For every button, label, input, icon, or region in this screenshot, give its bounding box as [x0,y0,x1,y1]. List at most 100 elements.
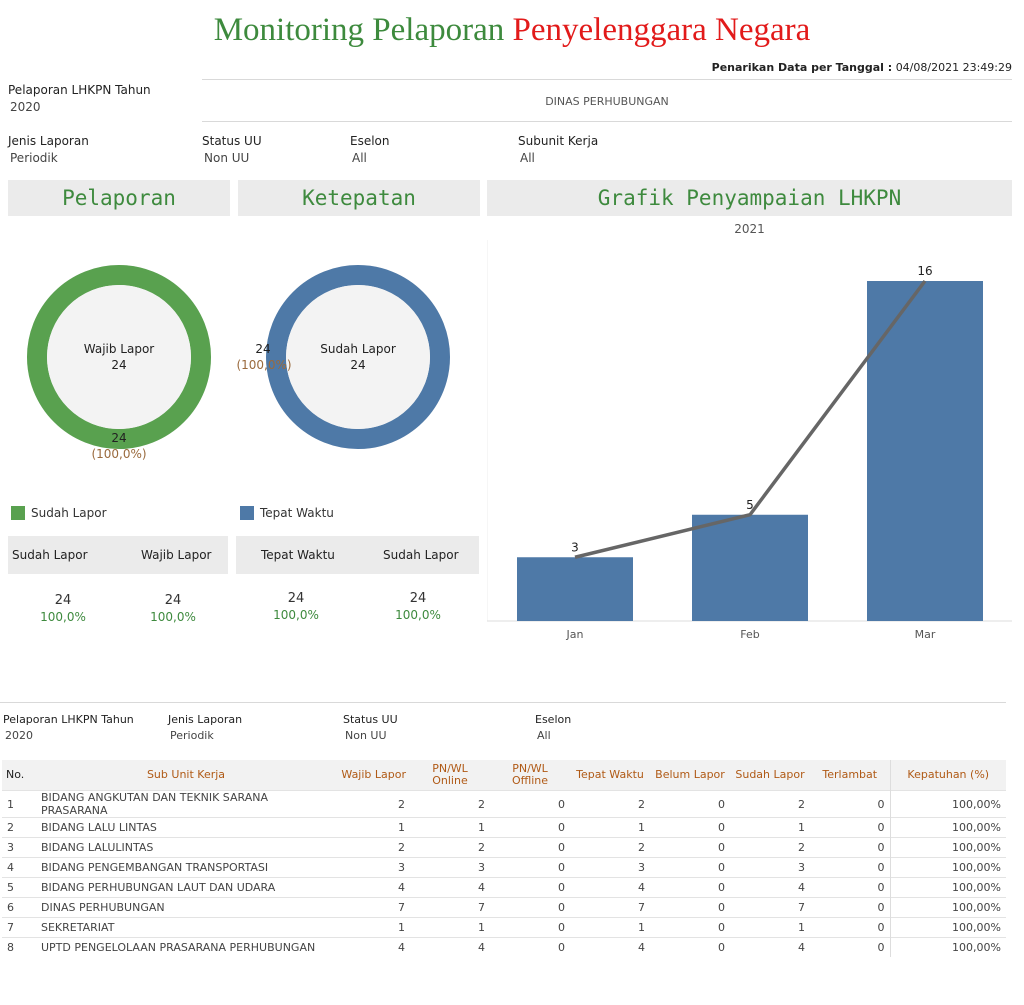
col-header-offline[interactable]: PN/WL Offline [490,760,570,791]
table-filter-tahun-label: Pelaporan LHKPN Tahun [3,713,134,726]
numeric-cell: 2 [570,790,650,818]
pelaporan-panel-title: Pelaporan [8,180,230,216]
divider [202,79,1012,80]
numeric-cell: 0 [650,937,730,957]
col-header-subunit[interactable]: Sub Unit Kerja [36,760,336,791]
bar-mar[interactable] [867,281,983,621]
subunit-table: No. Sub Unit Kerja Wajib Lapor PN/WL Onl… [2,760,1006,957]
row-number: 5 [2,877,36,898]
filter-subunit-value[interactable]: All [520,151,535,165]
numeric-cell: 0 [650,790,730,818]
legend-label: Sudah Lapor [31,506,107,520]
numeric-cell: 0 [810,837,890,858]
row-number: 8 [2,937,36,957]
filter-tahun-value[interactable]: 2020 [10,100,41,114]
numeric-cell: 1 [730,817,810,838]
kepatuhan-cell: 100,00% [889,837,1006,858]
numeric-cell: 2 [410,790,490,818]
col-header-wajib[interactable]: Wajib Lapor [336,760,410,791]
table-row[interactable]: 7 SEKRETARIAT 1 1 0 1 0 1 0 100,00% [2,917,1006,938]
dashboard-title: Monitoring Pelaporan Penyelenggara Negar… [0,12,1024,49]
subunit-name: SEKRETARIAT [36,917,336,938]
table-row[interactable]: 5 BIDANG PERHUBUNGAN LAUT DAN UDARA 4 4 0 4 0 4… [2,877,1006,898]
numeric-cell: 1 [410,817,490,838]
table-row[interactable]: 8 UPTD PENGELOLAAN PRASARANA PERHUBUNGAN 4… [2,937,1006,957]
numeric-cell: 1 [336,817,410,838]
timestamp-value: 04/08/2021 23:49:29 [895,61,1012,74]
kpi-value: 24 [287,591,305,606]
numeric-cell: 0 [650,837,730,858]
ketepatan-donut[interactable] [266,265,450,449]
table-row[interactable]: 1 BIDANG ANGKUTAN DAN TEKNIK SARANA PRASA… [2,790,1006,818]
ketepatan-kpi-header: Tepat Waktu Sudah Lapor [236,536,479,574]
subunit-name: BIDANG PERHUBUNGAN LAUT DAN UDARA [36,877,336,898]
table-filter-jenis-label: Jenis Laporan [168,713,243,726]
col-header-terlambat[interactable]: Terlambat [810,760,890,791]
numeric-cell: 1 [570,917,650,938]
pelaporan-donut[interactable] [27,265,211,449]
bar-feb[interactable] [692,514,808,621]
numeric-cell: 0 [490,937,570,957]
table-filter-jenis-value[interactable]: Periodik [170,729,214,742]
filter-status-value[interactable]: Non UU [204,151,250,165]
table-filter-status-value[interactable]: Non UU [345,729,387,742]
data-label: 5 [746,498,754,512]
x-tick-label: Mar [915,628,936,641]
col-header-tepat[interactable]: Tepat Waktu [570,760,650,791]
kepatuhan-cell: 100,00% [889,817,1006,838]
pelaporan-center-label: Wajib Lapor [83,342,155,356]
filter-status-label: Status UU [202,134,262,148]
kpi-pct: 100,0% [395,608,441,622]
numeric-cell: 0 [490,790,570,818]
filter-eselon-label: Eselon [350,134,390,148]
col-header-belum[interactable]: Belum Lapor [650,760,730,791]
numeric-cell: 1 [410,917,490,938]
col-header-sudah[interactable]: Sudah Lapor [730,760,810,791]
numeric-cell: 0 [810,790,890,818]
table-row[interactable]: 3 BIDANG LALULINTAS 2 2 0 2 0 2 0 100,00% [2,837,1006,858]
title-part-green: Monitoring Pelaporan [213,12,505,48]
numeric-cell: 2 [730,790,810,818]
subunit-name: DINAS PERHUBUNGAN [36,897,336,918]
filter-eselon-value[interactable]: All [352,151,367,165]
numeric-cell: 7 [410,897,490,918]
table-filter-status-label: Status UU [343,713,398,726]
table-row[interactable]: 2 BIDANG LALU LINTAS 1 1 0 1 0 1 0 100,00% [2,817,1006,838]
pelaporan-center-value: 24 [111,358,127,372]
numeric-cell: 3 [336,857,410,878]
numeric-cell: 0 [490,837,570,858]
numeric-cell: 4 [570,877,650,898]
numeric-cell: 0 [650,817,730,838]
col-header-kepatuhan[interactable]: Kepatuhan (%) [889,760,1006,791]
col-header-online[interactable]: PN/WL Online [410,760,490,791]
instansi-name: DINAS PERHUBUNGAN [545,95,669,108]
ketepatan-ring-pct: (100,0%) [236,358,292,372]
col-header-no[interactable]: No. [2,760,36,791]
numeric-cell: 0 [650,877,730,898]
subunit-name: BIDANG LALU LINTAS [36,817,336,838]
chart-panel-title: Grafik Penyampaian LHKPN [487,180,1012,216]
data-label: 16 [917,264,932,278]
numeric-cell: 3 [730,857,810,878]
trend-line [574,279,927,559]
numeric-cell: 1 [336,917,410,938]
bar-jan[interactable] [517,557,633,621]
filter-jenis-value[interactable]: Periodik [10,151,58,165]
numeric-cell: 0 [810,917,890,938]
table-row[interactable]: 4 BIDANG PENGEMBANGAN TRANSPORTASI 3 3 0 3 0 3 0… [2,857,1006,878]
legend-swatch-green [11,506,25,520]
kpi-col-label: Tepat Waktu [261,548,335,562]
subunit-name: BIDANG ANGKUTAN DAN TEKNIK SARANA PRASAR… [36,790,336,818]
numeric-cell: 1 [730,917,810,938]
numeric-cell: 7 [570,897,650,918]
ketepatan-legend: Tepat Waktu [240,506,334,520]
ketepatan-panel-title: Ketepatan [238,180,480,216]
numeric-cell: 1 [570,817,650,838]
kepatuhan-cell: 100,00% [889,790,1006,818]
numeric-cell: 4 [336,937,410,957]
table-filter-eselon-value[interactable]: All [537,729,551,742]
row-number: 3 [2,837,36,858]
bar-chart[interactable]: 3 Jan 5 Feb 16 Mar [487,240,1012,650]
table-filter-tahun-value[interactable]: 2020 [5,729,33,742]
table-row[interactable]: 6 DINAS PERHUBUNGAN 7 7 0 7 0 7 0 100,00% [2,897,1006,918]
